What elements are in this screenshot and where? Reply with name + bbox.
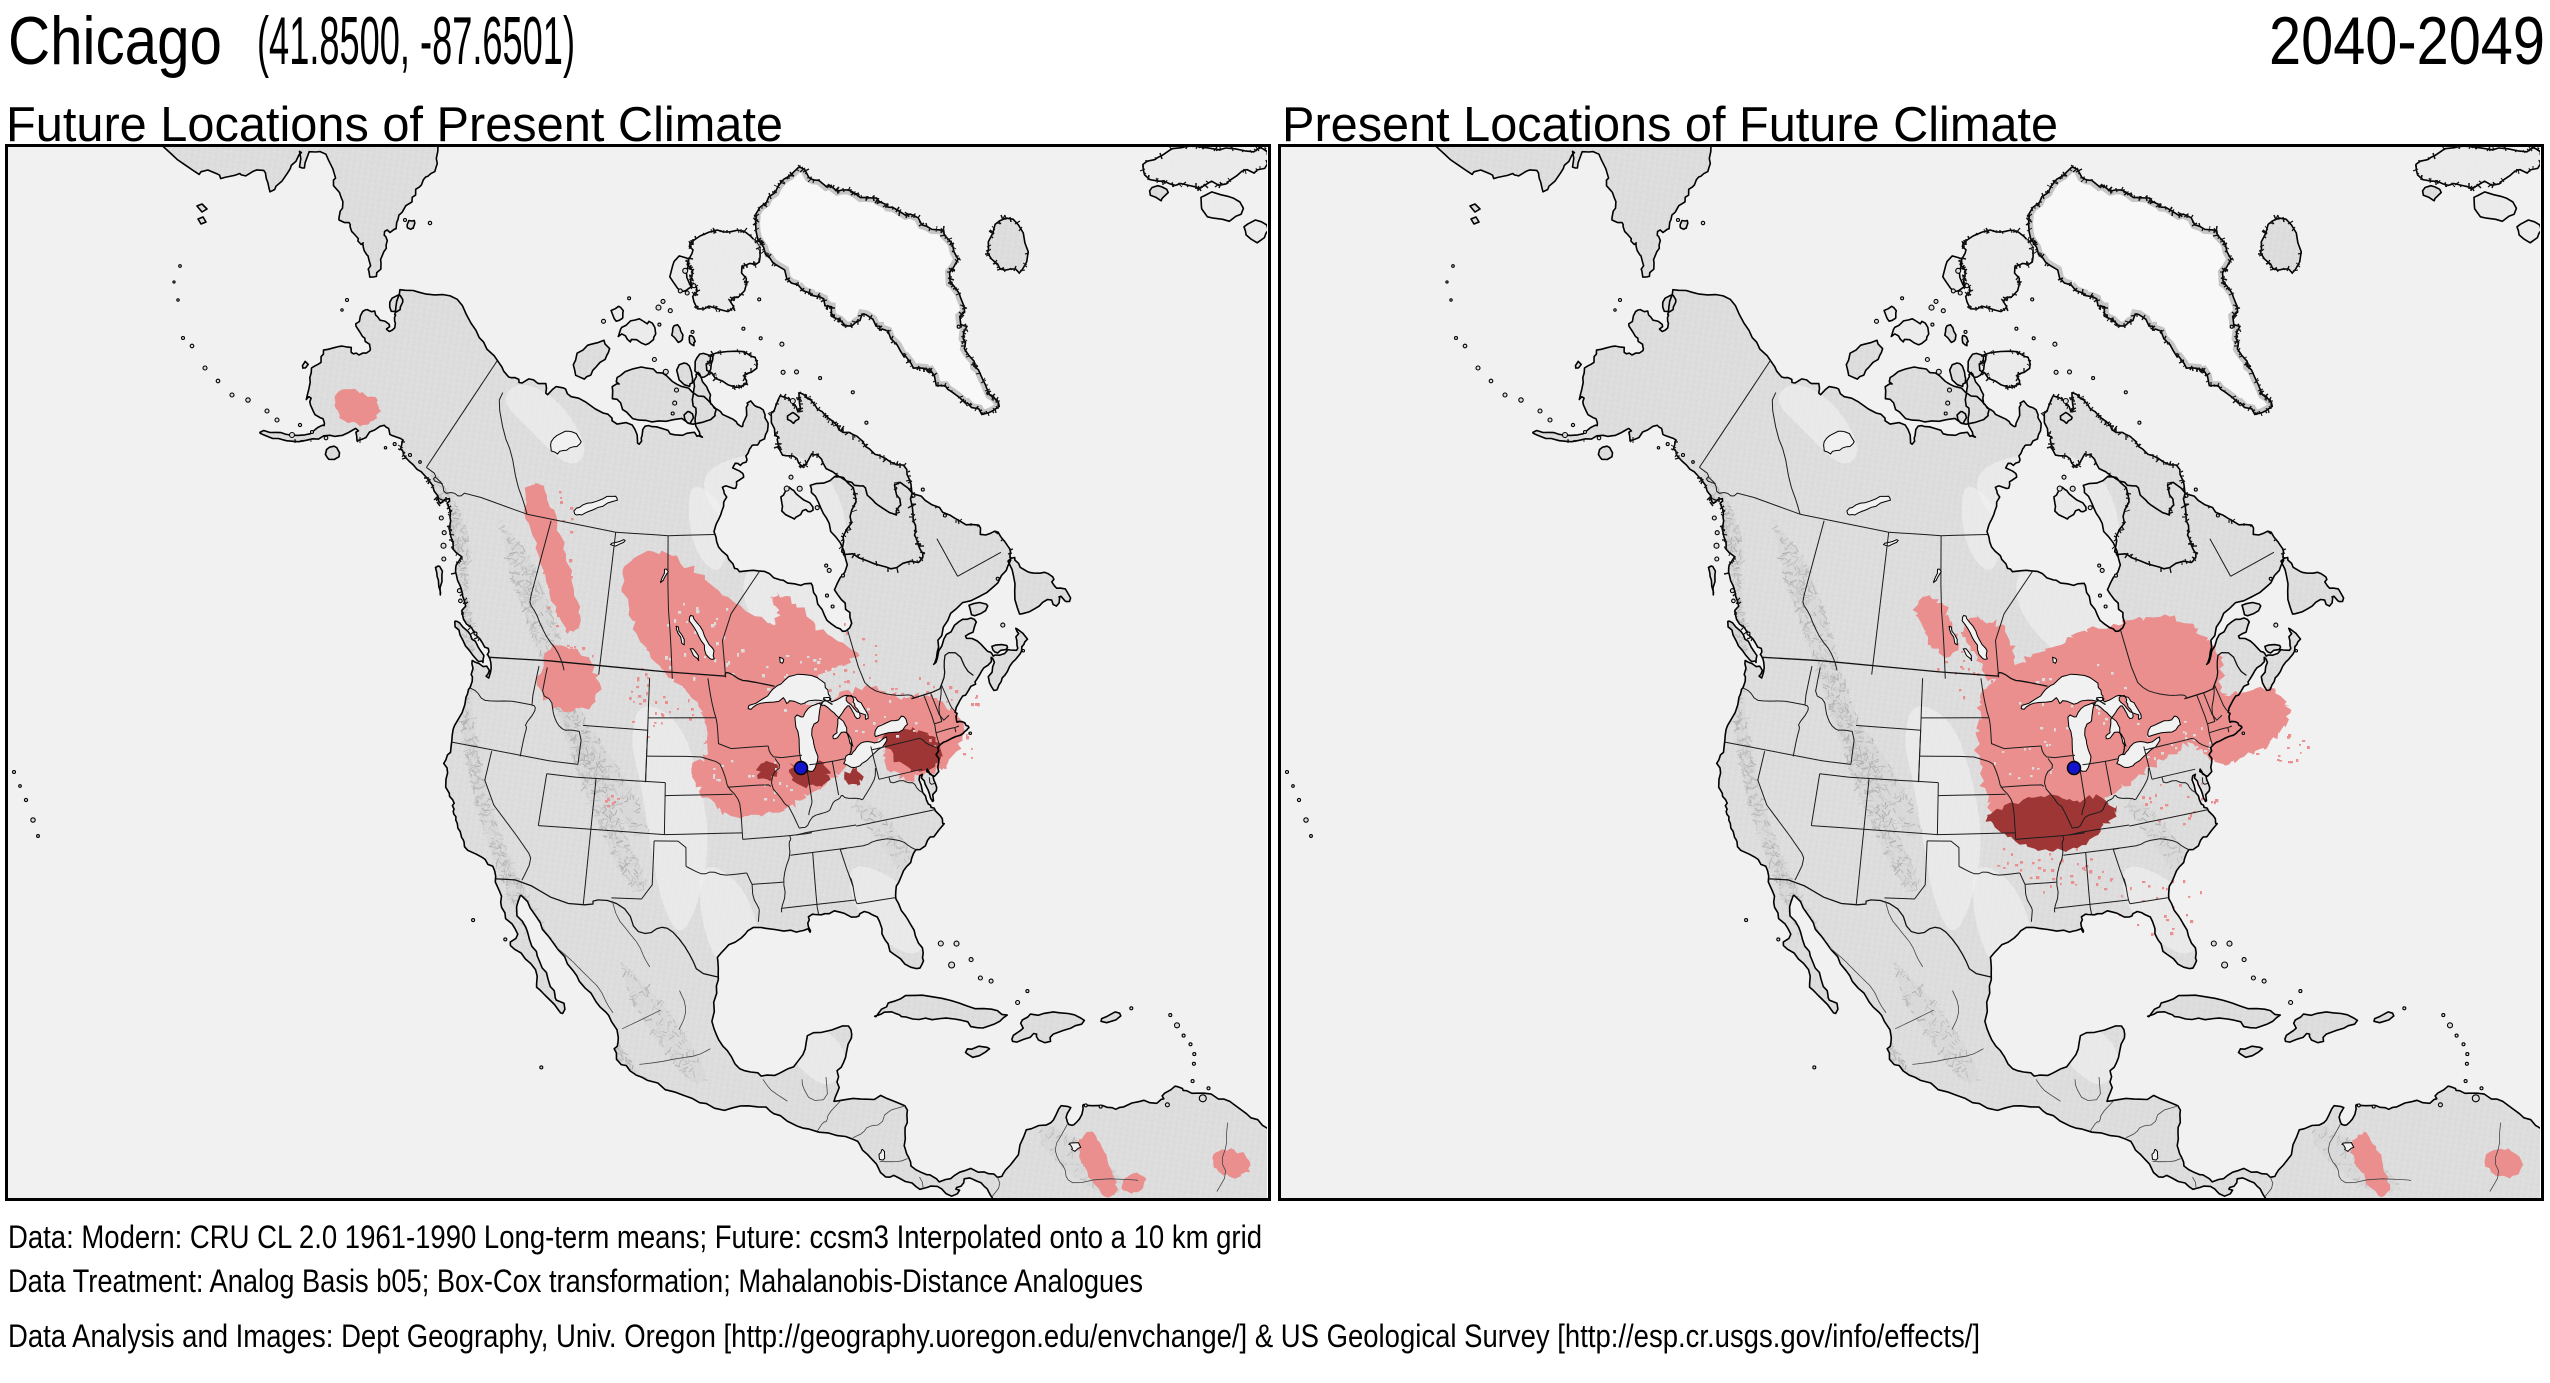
svg-text:Data: Modern: CRU CL 2.0 1961: Data: Modern: CRU CL 2.0 1961-1990 Long-… bbox=[8, 1219, 1262, 1255]
svg-text:Present Locations of Future Cl: Present Locations of Future Climate bbox=[1282, 98, 2058, 152]
svg-text:Data Treatment: Analog Basis: Data Treatment: Analog Basis b05; Box-Co… bbox=[8, 1263, 1143, 1299]
svg-text:(41.8500, -87.6501): (41.8500, -87.6501) bbox=[257, 3, 575, 79]
svg-text:2040-2049: 2040-2049 bbox=[2269, 3, 2545, 79]
svg-text:Data Analysis and Images: Dep: Data Analysis and Images: Dept Geography… bbox=[8, 1318, 1980, 1354]
svg-text:Future Locations of Present Cl: Future Locations of Present Climate bbox=[6, 98, 783, 152]
svg-text:Chicago: Chicago bbox=[8, 3, 222, 79]
